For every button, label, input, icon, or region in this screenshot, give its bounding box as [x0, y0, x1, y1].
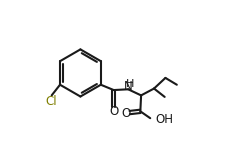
Text: Cl: Cl — [45, 95, 57, 108]
Text: O: O — [109, 105, 118, 118]
Text: O: O — [122, 107, 131, 120]
Text: N: N — [124, 80, 132, 93]
Text: OH: OH — [155, 113, 173, 126]
Text: H: H — [126, 79, 134, 88]
